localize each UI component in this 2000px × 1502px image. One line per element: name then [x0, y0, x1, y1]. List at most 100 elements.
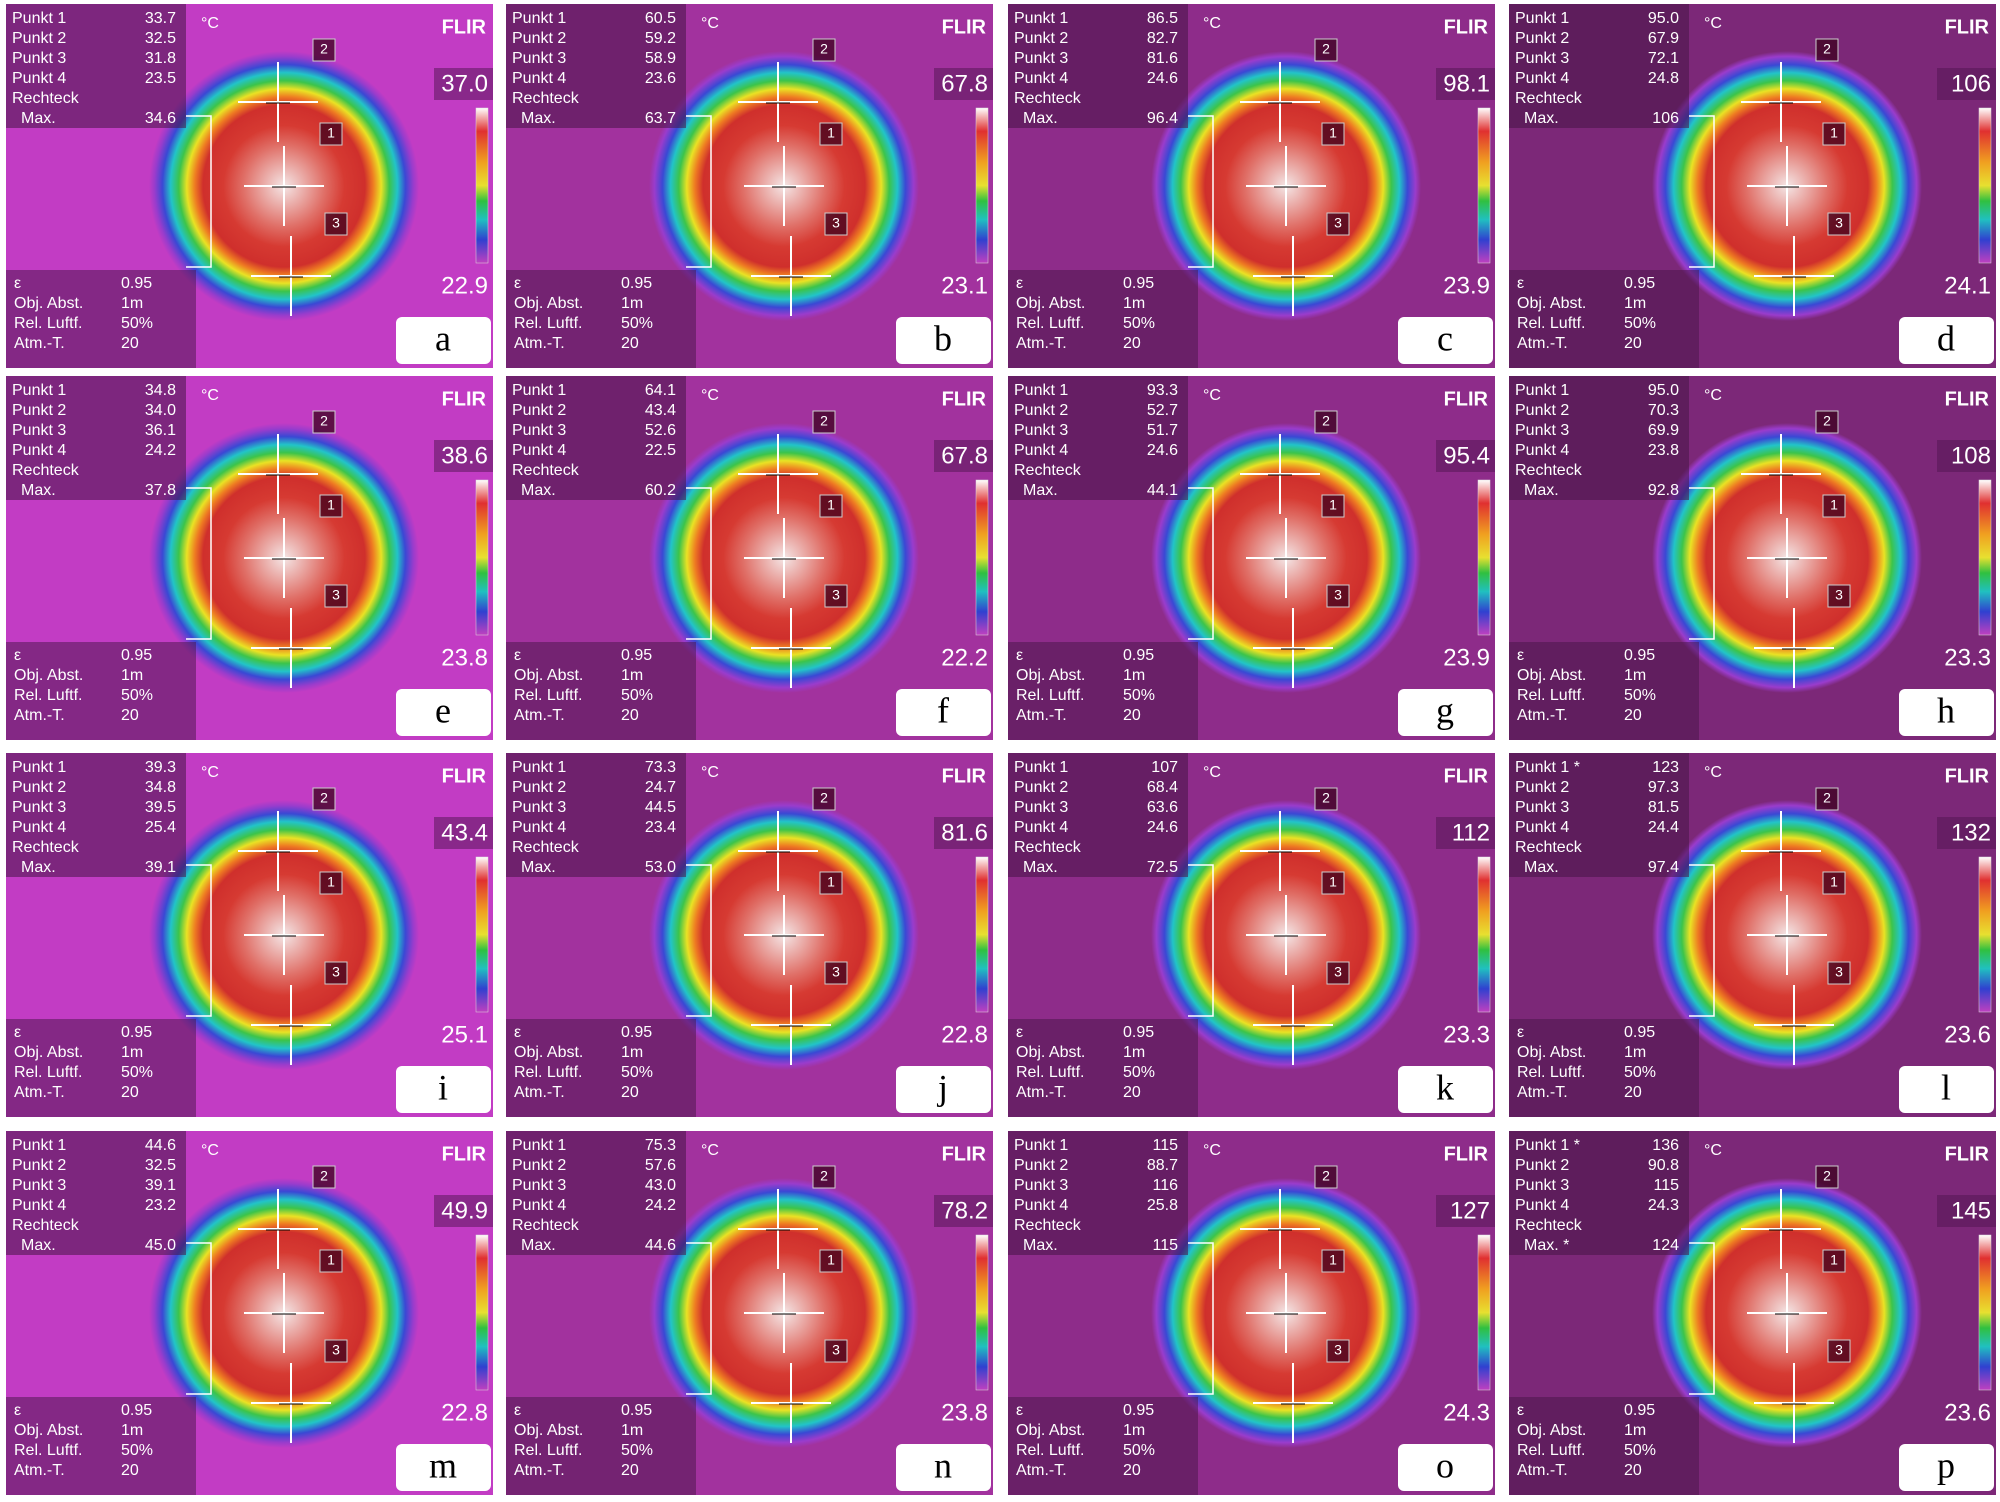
reading-value: 92.8	[1648, 482, 1679, 499]
reading-label: Punkt 4	[1014, 70, 1068, 87]
spot-label: 2	[820, 790, 828, 806]
spot-label: 2	[320, 790, 328, 806]
letter-box	[396, 1066, 491, 1113]
reading-label: Punkt 2	[12, 779, 66, 796]
spot-label: 2	[1823, 790, 1831, 806]
bracket	[186, 1242, 212, 1395]
param-label: ε	[514, 275, 521, 292]
reading-value: 69.9	[1648, 422, 1679, 439]
scale-max: 132	[1951, 819, 1991, 846]
reading-label: Max.	[21, 1237, 56, 1254]
param-label: Obj. Abst.	[14, 667, 83, 684]
param-value: 20	[621, 1462, 639, 1479]
spot-label: 1	[827, 874, 835, 890]
reading-value: 34.8	[145, 779, 176, 796]
reading-label: Punkt 2	[1014, 30, 1068, 47]
reading-label: Punkt 4	[12, 1197, 66, 1214]
param-label: Rel. Luftf.	[514, 315, 582, 332]
color-scale	[1978, 479, 1992, 636]
param-label: Obj. Abst.	[514, 295, 583, 312]
scale-min: 22.9	[441, 272, 488, 299]
thermal-image: 1 2 3 Punkt 1 95.0 Punkt 2 70.3 Punkt 3 69.9 Punk…	[1509, 376, 1996, 740]
panel-letter: c	[1437, 318, 1453, 358]
reading-label: Punkt 2	[12, 30, 66, 47]
param-value: 20	[1123, 335, 1141, 352]
param-label: ε	[514, 1402, 521, 1419]
param-label: ε	[1517, 1402, 1524, 1419]
scale-max-box	[1436, 440, 1495, 472]
param-value: 20	[1624, 1084, 1642, 1101]
reading-label: Punkt 1	[12, 759, 66, 776]
unit: °C	[1704, 764, 1722, 781]
readings-box	[1008, 376, 1188, 500]
spot-marker	[319, 122, 343, 146]
spot-marker	[812, 410, 836, 434]
reading-value: 24.2	[145, 442, 176, 459]
reading-value: 25.8	[1147, 1197, 1178, 1214]
param-label: Obj. Abst.	[514, 1044, 583, 1061]
param-value: 20	[121, 707, 139, 724]
param-label: Obj. Abst.	[14, 1044, 83, 1061]
brand: FLIR	[442, 388, 487, 410]
letter-box	[896, 317, 991, 364]
param-label: Rel. Luftf.	[14, 1442, 82, 1459]
param-value: 20	[121, 335, 139, 352]
param-value: 50%	[1123, 1064, 1155, 1081]
panel-letter: n	[934, 1445, 952, 1485]
param-value: 1m	[621, 667, 643, 684]
params-box	[1509, 642, 1699, 740]
spot-marker	[1822, 871, 1846, 895]
reading-label: Punkt 3	[1515, 50, 1569, 67]
spot-marker	[312, 38, 336, 62]
param-label: Obj. Abst.	[1517, 1044, 1586, 1061]
scale-min: 23.3	[1443, 1021, 1490, 1048]
reading-label: Max.	[521, 110, 556, 127]
param-label: ε	[1016, 1024, 1023, 1041]
param-value: 1m	[121, 1422, 143, 1439]
spot-marker	[319, 494, 343, 518]
param-label: Atm.-T.	[1016, 335, 1067, 352]
spot-marker	[819, 122, 843, 146]
param-label: Atm.-T.	[14, 1084, 65, 1101]
scale-min: 23.3	[1944, 644, 1991, 671]
spot-label: 3	[1835, 1342, 1843, 1358]
param-label: Obj. Abst.	[1016, 1044, 1085, 1061]
reading-value: 60.2	[645, 482, 676, 499]
reading-value: 45.0	[145, 1237, 176, 1254]
reading-label: Max.	[1023, 482, 1058, 499]
spot-marker	[1321, 1249, 1345, 1273]
param-value: 0.95	[1624, 647, 1655, 664]
spot-marker	[312, 1165, 336, 1189]
thermal-image: 1 2 3 Punkt 1 60.5 Punkt 2 59.2 Punkt 3 58.9 Punk…	[506, 4, 993, 368]
panel-letter: a	[435, 318, 451, 358]
spot-label: 2	[320, 1168, 328, 1184]
bracket	[1188, 864, 1214, 1017]
brand: FLIR	[442, 16, 487, 38]
params-box	[1509, 270, 1699, 368]
param-value: 0.95	[121, 275, 152, 292]
scale-max-box	[1937, 440, 1996, 472]
scale-max-box	[1937, 817, 1996, 849]
spot-marker	[819, 871, 843, 895]
reading-value: 34.8	[145, 382, 176, 399]
reading-value: 124	[1652, 1237, 1679, 1254]
param-value: 0.95	[621, 1402, 652, 1419]
spot-label: 2	[1322, 41, 1330, 57]
reading-value: 68.4	[1147, 779, 1178, 796]
spot-marker	[1827, 212, 1851, 236]
spot-label: 1	[1830, 125, 1838, 141]
brand: FLIR	[942, 388, 987, 410]
color-scale	[475, 107, 489, 264]
reading-label: Punkt 3	[512, 799, 566, 816]
scale-max-box	[1436, 68, 1495, 100]
scale-max-box	[934, 68, 993, 100]
thermal-image: 1 2 3 Punkt 1 95.0 Punkt 2 67.9 Punkt 3 72.1 Punk…	[1509, 4, 1996, 368]
param-value: 1m	[1123, 295, 1145, 312]
param-value: 50%	[621, 1442, 653, 1459]
rechteck-label: Rechteck	[12, 462, 80, 479]
panel-letter: b	[934, 318, 952, 358]
reading-label: Max.	[1023, 859, 1058, 876]
thermal-image: 1 2 3 Punkt 1 86.5 Punkt 2 82.7 Punkt 3 81.6 Punk…	[1008, 4, 1495, 368]
reading-label: Punkt 3	[1014, 799, 1068, 816]
